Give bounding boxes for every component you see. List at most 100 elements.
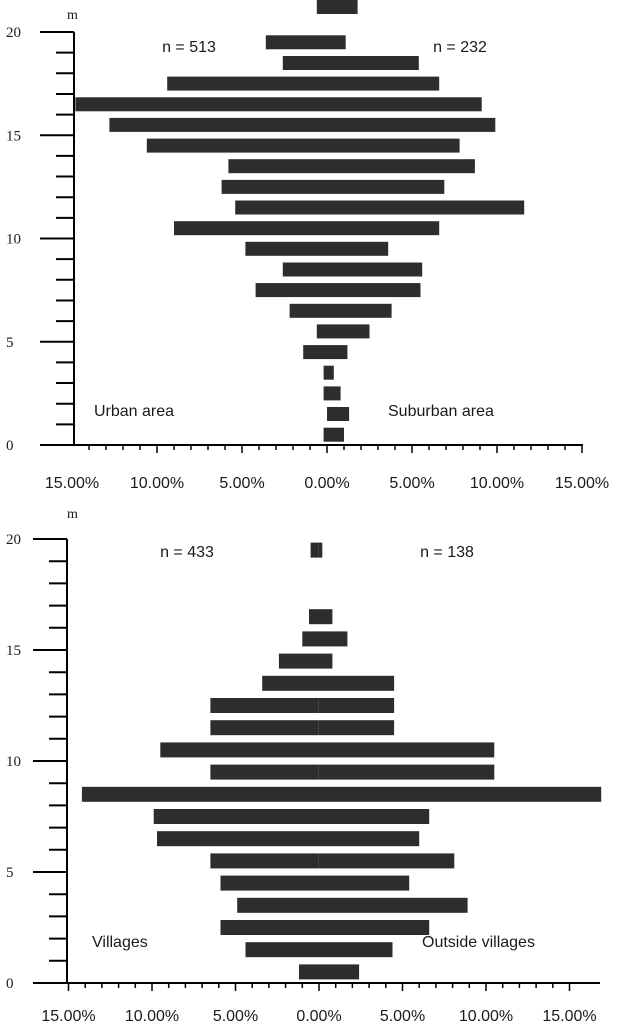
y-tick-labels: 0 5 10 15 20 xyxy=(6,25,21,454)
bar-right-2.5 xyxy=(319,920,430,935)
x-tick-label: 15.00% xyxy=(45,475,99,492)
bar-left-1.5 xyxy=(245,942,319,958)
bar-left-16.5 xyxy=(309,609,319,625)
bar-left-5.5 xyxy=(210,853,319,869)
y-tick-label: 0 xyxy=(6,976,14,992)
bar-left-14.5 xyxy=(146,138,327,153)
bar-right-10.5 xyxy=(319,742,495,758)
y-unit-label: m xyxy=(67,8,78,23)
bars-group xyxy=(81,542,602,980)
bar-left-19.5 xyxy=(265,35,327,50)
bar-right-4.5 xyxy=(327,345,348,360)
bar-left-15.5 xyxy=(109,117,328,132)
bar-right-8.5 xyxy=(319,786,602,802)
bar-left-9.5 xyxy=(210,764,319,780)
bar-right-7.5 xyxy=(327,283,421,298)
bar-left-7.5 xyxy=(255,283,327,298)
x-tick-labels: 15.00% 10.00% 5.00% 0.00% 5.00% 10.00% 15.00% xyxy=(41,1008,596,1025)
x-tick-label: 15.00% xyxy=(41,1008,95,1025)
bar-right-10.5 xyxy=(327,221,440,236)
bar-left-18.5 xyxy=(282,56,327,70)
bar-right-4.5 xyxy=(319,875,410,891)
bar-right-8.5 xyxy=(327,262,423,277)
bar-right-11.5 xyxy=(327,200,525,215)
bar-left-14.5 xyxy=(278,653,319,669)
bar-right-14.5 xyxy=(327,138,460,153)
bar-left-12.5 xyxy=(221,179,327,194)
x-tick-label: 10.00% xyxy=(130,475,184,492)
bar-right-11.5 xyxy=(319,720,395,736)
bar-left-6.5 xyxy=(289,303,327,318)
bar-right-6.5 xyxy=(327,303,392,318)
y-tick-label: 0 xyxy=(6,438,14,454)
bar-right-13.5 xyxy=(327,159,475,174)
bar-right-3.5 xyxy=(319,897,468,913)
bar-right-19.5 xyxy=(327,35,346,50)
y-unit-label: m xyxy=(67,507,78,522)
x-tick-label: 5.00% xyxy=(213,1008,258,1025)
left-n-label: n = 433 xyxy=(160,544,214,561)
bar-right-14.5 xyxy=(319,653,333,669)
x-tick-label: 0.00% xyxy=(296,1008,341,1025)
bar-right-5.5 xyxy=(327,324,370,339)
bar-left-3.5 xyxy=(237,897,319,913)
bars-group xyxy=(75,0,525,442)
bar-right-9.5 xyxy=(319,764,495,780)
bar-left-15.5 xyxy=(302,631,319,647)
x-tick-label: 5.00% xyxy=(219,475,264,492)
bar-left-9.5 xyxy=(245,241,327,256)
chart-villages-outside: m n = 433 n = 138 Villages Outside villa… xyxy=(6,507,602,1025)
bar-right-9.5 xyxy=(327,241,389,256)
y-tick-label: 5 xyxy=(6,335,14,351)
right-n-label: n = 232 xyxy=(433,39,487,56)
axes-group xyxy=(33,538,600,991)
left-area-label: Villages xyxy=(92,934,148,951)
bar-left-0.5 xyxy=(323,427,327,442)
bar-left-3.5 xyxy=(323,365,327,380)
y-tick-label: 20 xyxy=(6,25,21,41)
bar-right-0.5 xyxy=(327,427,344,442)
bar-right-15.5 xyxy=(319,631,348,647)
bar-right-16.5 xyxy=(327,97,482,112)
bar-left-8.5 xyxy=(81,786,320,802)
y-tick-label: 15 xyxy=(6,643,21,659)
x-tick-label: 10.00% xyxy=(459,1008,513,1025)
bar-right-16.5 xyxy=(319,609,333,625)
bar-right-17.5 xyxy=(327,76,440,91)
bar-right-12.5 xyxy=(319,698,395,713)
bar-right-5.5 xyxy=(319,853,455,869)
bar-right-12.5 xyxy=(327,179,445,194)
bar-left-4.5 xyxy=(220,875,319,891)
bar-left-7.5 xyxy=(153,809,319,824)
bar-right-1.5 xyxy=(327,407,350,421)
y-tick-label: 10 xyxy=(6,232,21,248)
y-tick-label: 15 xyxy=(6,128,21,144)
axes-group xyxy=(40,31,583,453)
right-area-label: Suburban area xyxy=(388,403,494,420)
bar-right-13.5 xyxy=(319,675,395,691)
y-tick-label: 20 xyxy=(6,532,21,548)
x-tick-label: 15.00% xyxy=(555,475,609,492)
bar-left-5.5 xyxy=(316,324,327,339)
bar-left-13.5 xyxy=(262,675,319,691)
bar-left-19.5 xyxy=(310,542,319,558)
bar-left-12.5 xyxy=(210,698,319,713)
bar-left-11.5 xyxy=(235,200,327,215)
bar-right-undefined xyxy=(327,0,353,14)
x-tick-label: 5.00% xyxy=(380,1008,425,1025)
bar-left-17.5 xyxy=(167,76,327,91)
x-tick-label: 10.00% xyxy=(470,475,524,492)
bar-right-18.5 xyxy=(327,56,419,70)
x-tick-label: 0.00% xyxy=(304,475,349,492)
bar-left-6.5 xyxy=(157,831,319,847)
bar-right-1.5 xyxy=(319,942,393,958)
bar-left-2.5 xyxy=(323,386,327,401)
bar-right-6.5 xyxy=(319,831,420,847)
bar-left-10.5 xyxy=(174,221,327,236)
bar-left-16.5 xyxy=(75,97,328,112)
bar-right-15.5 xyxy=(327,117,496,132)
bar-right-19.5 xyxy=(319,542,323,558)
x-tick-label: 15.00% xyxy=(542,1008,596,1025)
y-tick-label: 10 xyxy=(6,754,21,770)
